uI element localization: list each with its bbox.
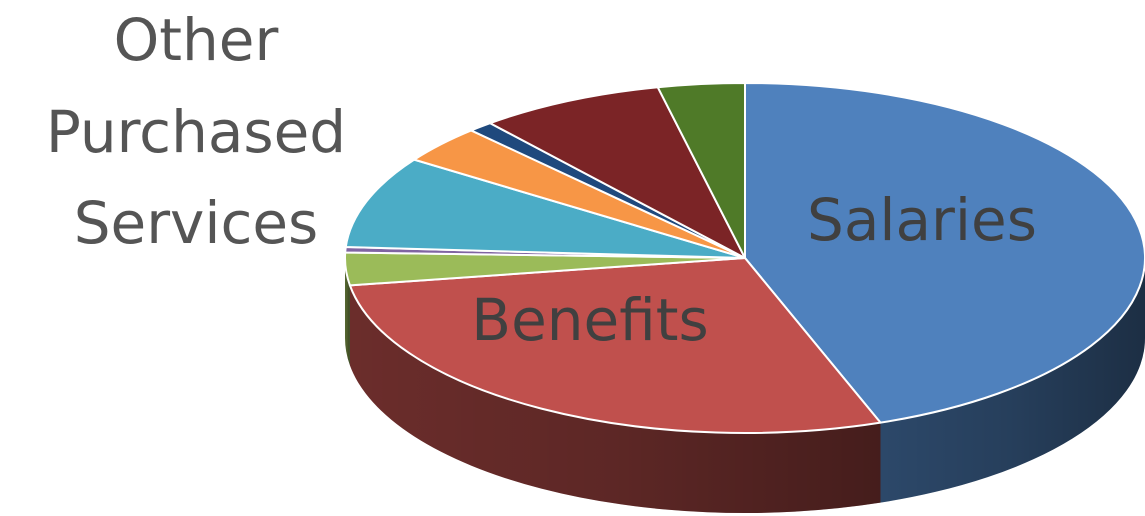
label-other-line2: Purchased [46, 98, 346, 166]
label-other-line3: Services [74, 189, 319, 257]
label-benefits: Benefits [471, 286, 708, 354]
pie-tops [344, 82, 1145, 434]
slice-side-shade-1 [880, 258, 1145, 503]
slice-5 [344, 158, 746, 259]
label-other-line1: Other [114, 6, 279, 74]
label-salaries: Salaries [807, 186, 1037, 254]
slice-1 [744, 82, 1145, 424]
slice-8 [489, 86, 746, 259]
slice-9 [656, 82, 746, 259]
slice-2 [348, 257, 882, 434]
slice-side-shade-2 [349, 285, 881, 513]
pie-labels: Salaries Benefits Other Purchased Servic… [46, 6, 1037, 354]
